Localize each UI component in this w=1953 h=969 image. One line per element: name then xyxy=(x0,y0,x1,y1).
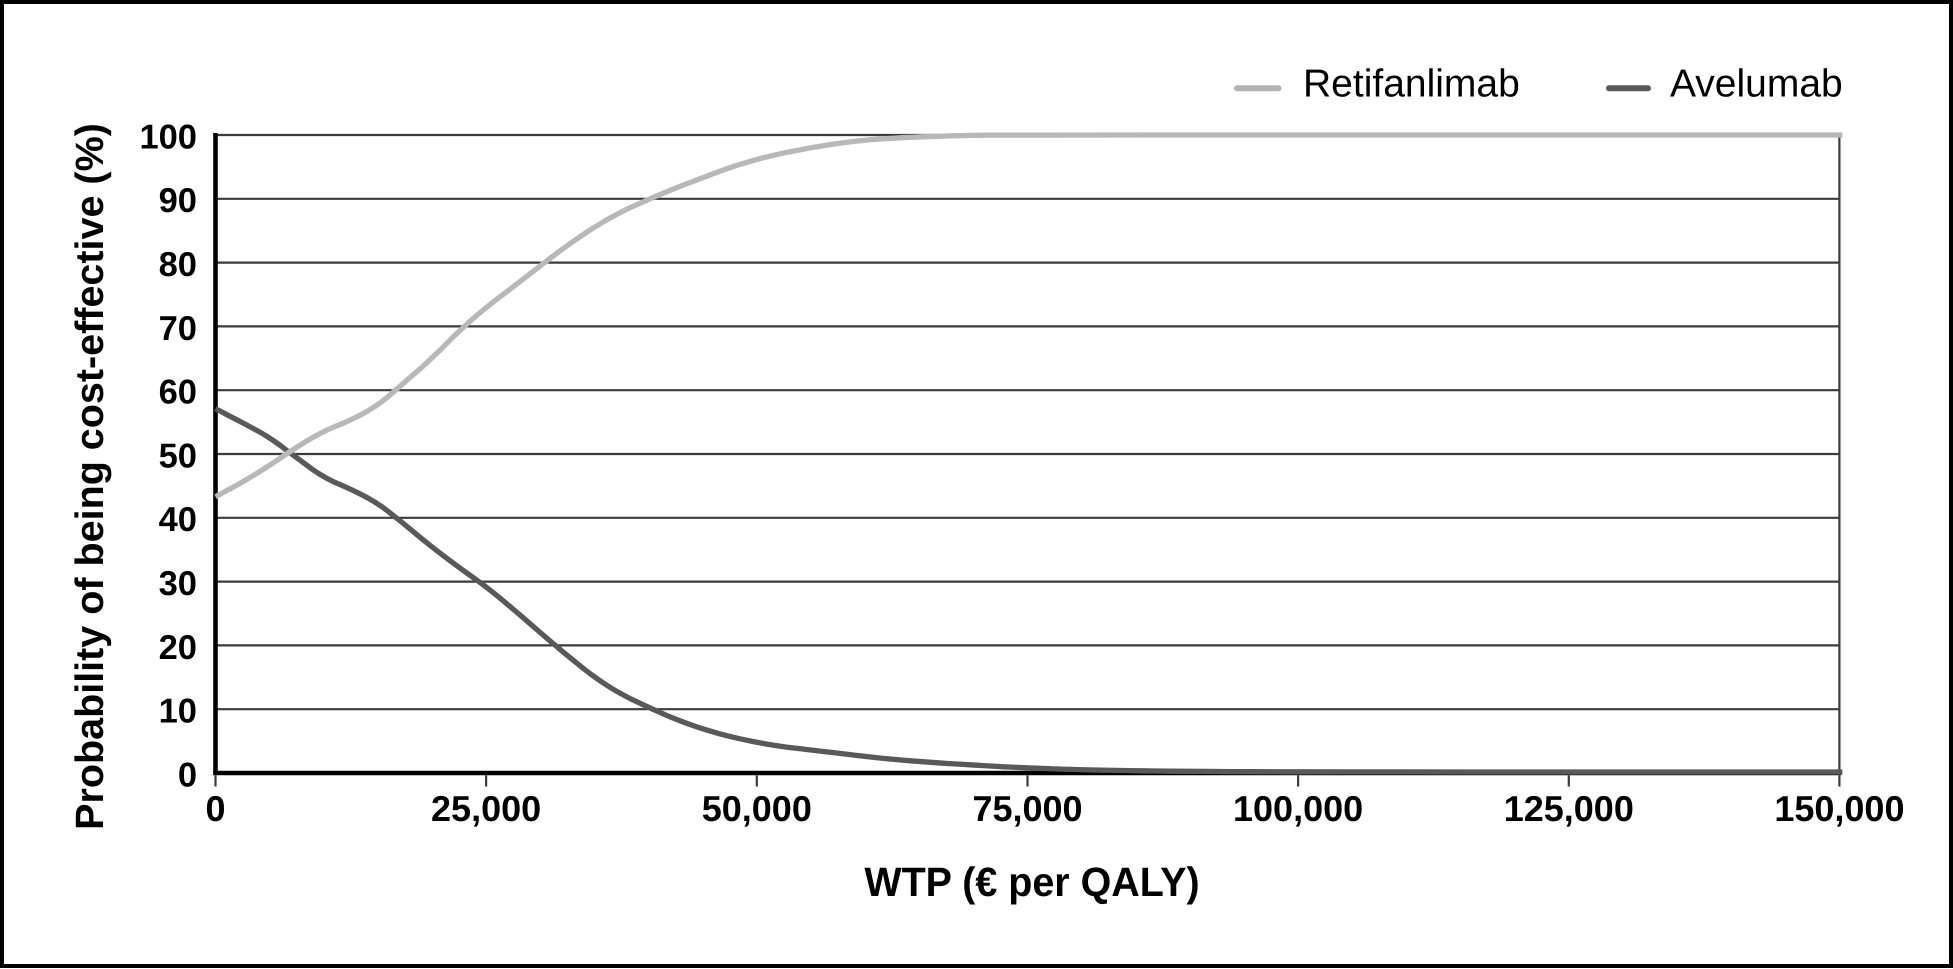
svg-text:150,000: 150,000 xyxy=(1774,788,1904,829)
svg-text:25,000: 25,000 xyxy=(431,788,541,829)
svg-text:80: 80 xyxy=(159,246,197,284)
svg-text:50,000: 50,000 xyxy=(702,788,812,829)
svg-text:10: 10 xyxy=(159,693,197,731)
svg-text:0: 0 xyxy=(205,788,225,829)
svg-text:75,000: 75,000 xyxy=(972,788,1082,829)
svg-text:Retifanlimab: Retifanlimab xyxy=(1303,63,1520,106)
svg-text:40: 40 xyxy=(159,501,197,539)
svg-text:0: 0 xyxy=(178,756,197,794)
svg-text:60: 60 xyxy=(159,374,197,412)
svg-text:100: 100 xyxy=(139,118,197,156)
svg-text:70: 70 xyxy=(159,310,197,348)
svg-text:100,000: 100,000 xyxy=(1233,788,1363,829)
svg-text:30: 30 xyxy=(159,565,197,603)
svg-text:WTP (€ per QALY): WTP (€ per QALY) xyxy=(864,859,1199,905)
svg-text:50: 50 xyxy=(159,437,197,475)
svg-text:90: 90 xyxy=(159,182,197,220)
svg-text:125,000: 125,000 xyxy=(1504,788,1634,829)
svg-text:20: 20 xyxy=(159,629,197,667)
svg-text:Probability of being cost-effe: Probability of being cost-effective (%) xyxy=(68,123,112,830)
svg-text:Avelumab: Avelumab xyxy=(1670,63,1843,106)
